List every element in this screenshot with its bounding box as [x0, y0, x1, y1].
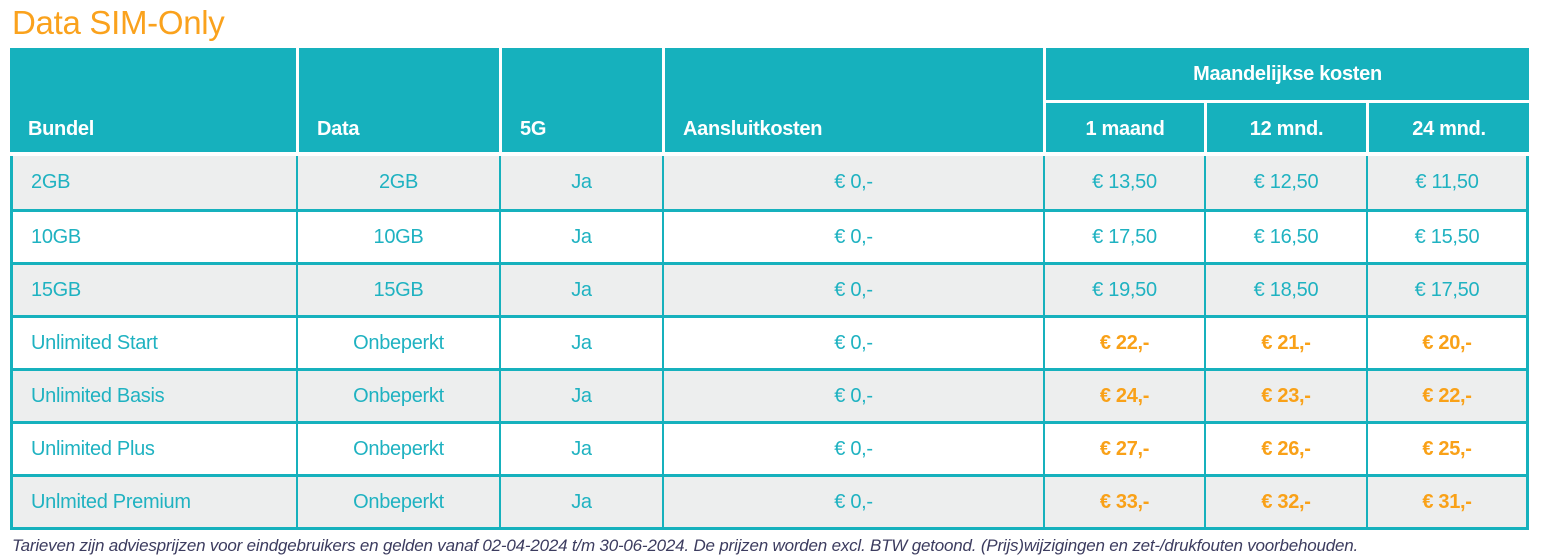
- cell-bundel: 2GB: [31, 171, 71, 193]
- cell-price-12-mnd: € 26,-: [1204, 424, 1366, 474]
- cell-price-1-maand: € 27,-: [1043, 424, 1204, 474]
- header-cell-aansluitkosten: Aansluitkosten: [662, 48, 1043, 152]
- header-cell-1-maand: 1 maand: [1043, 103, 1204, 152]
- table-row-2gb: 2GB 2GB Ja € 0,- € 13,50 € 12,50 € 11,50: [13, 156, 1526, 209]
- cell-bundel: Unlimited Basis: [31, 384, 165, 407]
- cell-price-12-mnd: € 16,50: [1204, 212, 1366, 262]
- cell-price-12-mnd: € 12,50: [1204, 156, 1366, 209]
- page-title: Data SIM-Only: [12, 4, 225, 41]
- cell-price-24-mnd: € 15,50: [1366, 212, 1526, 262]
- header-cell-bundel: Bundel: [28, 118, 94, 140]
- table-row-15gb: 15GB 15GB Ja € 0,- € 19,50 € 18,50 € 17,…: [13, 262, 1526, 315]
- cell-price-12-mnd: € 18,50: [1204, 265, 1366, 315]
- cell-data: 15GB: [296, 265, 499, 315]
- cell-5g: Ja: [499, 156, 662, 209]
- cell-price-24-mnd: € 11,50: [1366, 156, 1526, 209]
- cell-aansluitkosten: € 0,-: [662, 424, 1043, 474]
- header-cell-5g: 5G: [499, 48, 662, 152]
- cell-bundel: 10GB: [31, 225, 81, 248]
- cell-price-24-mnd: € 22,-: [1366, 371, 1526, 421]
- header-cell-24-mnd: 24 mnd.: [1366, 103, 1529, 152]
- price-table: Bundel Data 5G Aansluitkosten Maandelijk…: [10, 48, 1529, 530]
- cell-aansluitkosten: € 0,-: [662, 212, 1043, 262]
- cell-data: Onbeperkt: [296, 424, 499, 474]
- cell-price-1-maand: € 22,-: [1043, 318, 1204, 368]
- cell-price-12-mnd: € 32,-: [1204, 477, 1366, 527]
- cell-price-1-maand: € 33,-: [1043, 477, 1204, 527]
- table-row-unlimited-basis: Unlimited Basis Onbeperkt Ja € 0,- € 24,…: [13, 368, 1526, 421]
- cell-5g: Ja: [499, 477, 662, 527]
- header-cell-12-mnd: 12 mnd.: [1204, 103, 1366, 152]
- cell-data: 2GB: [296, 156, 499, 209]
- table-row-unlimited-start: Unlimited Start Onbeperkt Ja € 0,- € 22,…: [13, 315, 1526, 368]
- cell-price-1-maand: € 13,50: [1043, 156, 1204, 209]
- cell-price-12-mnd: € 23,-: [1204, 371, 1366, 421]
- cell-aansluitkosten: € 0,-: [662, 318, 1043, 368]
- cell-price-1-maand: € 17,50: [1043, 212, 1204, 262]
- cell-aansluitkosten: € 0,-: [662, 371, 1043, 421]
- cell-price-24-mnd: € 17,50: [1366, 265, 1526, 315]
- cell-price-1-maand: € 19,50: [1043, 265, 1204, 315]
- cell-5g: Ja: [499, 424, 662, 474]
- cell-5g: Ja: [499, 212, 662, 262]
- cell-5g: Ja: [499, 371, 662, 421]
- cell-bundel: 15GB: [31, 278, 81, 301]
- cell-price-1-maand: € 24,-: [1043, 371, 1204, 421]
- table-row-unlimited-premium: Unlmited Premium Onbeperkt Ja € 0,- € 33…: [13, 474, 1526, 527]
- cell-price-12-mnd: € 21,-: [1204, 318, 1366, 368]
- disclaimer-text: Tarieven zijn adviesprijzen voor eindgeb…: [12, 536, 1359, 555]
- cell-aansluitkosten: € 0,-: [662, 477, 1043, 527]
- cell-data: Onbeperkt: [296, 318, 499, 368]
- cell-price-24-mnd: € 25,-: [1366, 424, 1526, 474]
- cell-price-24-mnd: € 20,-: [1366, 318, 1526, 368]
- header-cell-data: Data: [296, 48, 499, 152]
- cell-bundel: Unlimited Plus: [31, 437, 155, 460]
- cell-5g: Ja: [499, 265, 662, 315]
- cell-data: Onbeperkt: [296, 371, 499, 421]
- table-body: 2GB 2GB Ja € 0,- € 13,50 € 12,50 € 11,50…: [10, 156, 1529, 530]
- cell-aansluitkosten: € 0,-: [662, 265, 1043, 315]
- table-row-10gb: 10GB 10GB Ja € 0,- € 17,50 € 16,50 € 15,…: [13, 209, 1526, 262]
- table-row-unlimited-plus: Unlimited Plus Onbeperkt Ja € 0,- € 27,-…: [13, 421, 1526, 474]
- cell-price-24-mnd: € 31,-: [1366, 477, 1526, 527]
- table-header: Bundel Data 5G Aansluitkosten Maandelijk…: [10, 48, 1529, 152]
- header-cell-maandelijkse-kosten: Maandelijkse kosten: [1043, 48, 1529, 103]
- cell-bundel: Unlmited Premium: [31, 490, 191, 513]
- cell-data: Onbeperkt: [296, 477, 499, 527]
- cell-bundel: Unlimited Start: [31, 331, 158, 354]
- cell-5g: Ja: [499, 318, 662, 368]
- cell-aansluitkosten: € 0,-: [662, 156, 1043, 209]
- cell-data: 10GB: [296, 212, 499, 262]
